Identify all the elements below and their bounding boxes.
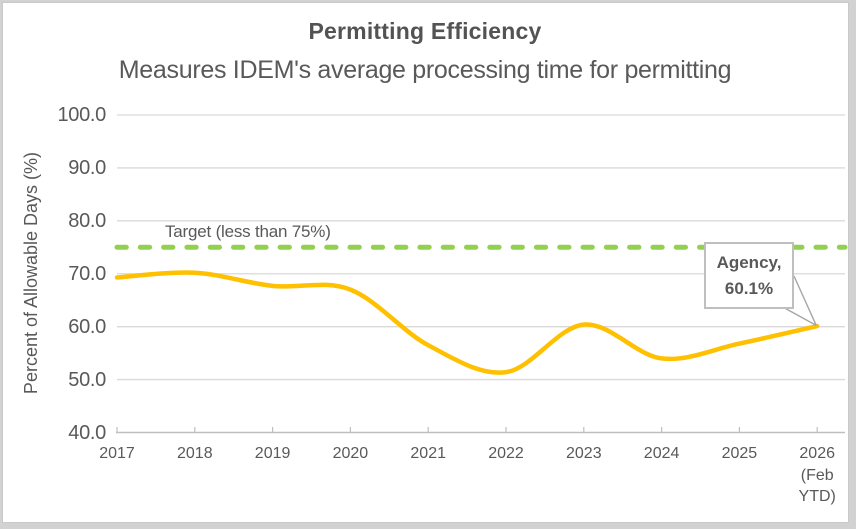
y-tick-label: 70.0: [68, 262, 106, 285]
y-tick-label: 40.0: [68, 421, 106, 444]
x-tick-label: (Feb: [800, 466, 834, 484]
y-tick-label: 50.0: [68, 368, 106, 391]
x-tick-label: 2022: [488, 445, 524, 462]
x-tick-label: YTD): [798, 488, 836, 505]
agency-series-line: [114, 270, 820, 375]
x-tick-label: 2026: [799, 445, 835, 462]
x-tick-label: 2024: [643, 445, 680, 462]
y-tick-label: 60.0: [68, 315, 106, 338]
x-tick-label: 2019: [254, 445, 291, 462]
callout-series-name: Agency,: [716, 252, 782, 272]
x-tick-label: 2025: [721, 445, 758, 462]
chart-subtitle: Measures IDEM's average processing time …: [118, 56, 732, 84]
x-tick-label: 2023: [566, 445, 602, 462]
x-tick-label: 2018: [177, 445, 213, 462]
agency-callout: Agency, 60.1%: [704, 242, 794, 309]
x-tick-label: 2021: [410, 445, 446, 462]
callout-leader-line: [793, 275, 817, 326]
y-tick-label: 90.0: [68, 156, 106, 179]
callout-value: 60.1%: [724, 278, 774, 298]
y-tick-label: 80.0: [68, 209, 106, 232]
x-tick-label: 2020: [332, 445, 369, 462]
callout-leader-line: [785, 307, 817, 326]
chart-title: Permitting Efficiency: [308, 18, 542, 44]
y-tick-label: 100.0: [57, 104, 106, 126]
x-tick-label: 2017: [99, 445, 135, 462]
target-line-label: Target (less than 75%): [165, 222, 331, 241]
